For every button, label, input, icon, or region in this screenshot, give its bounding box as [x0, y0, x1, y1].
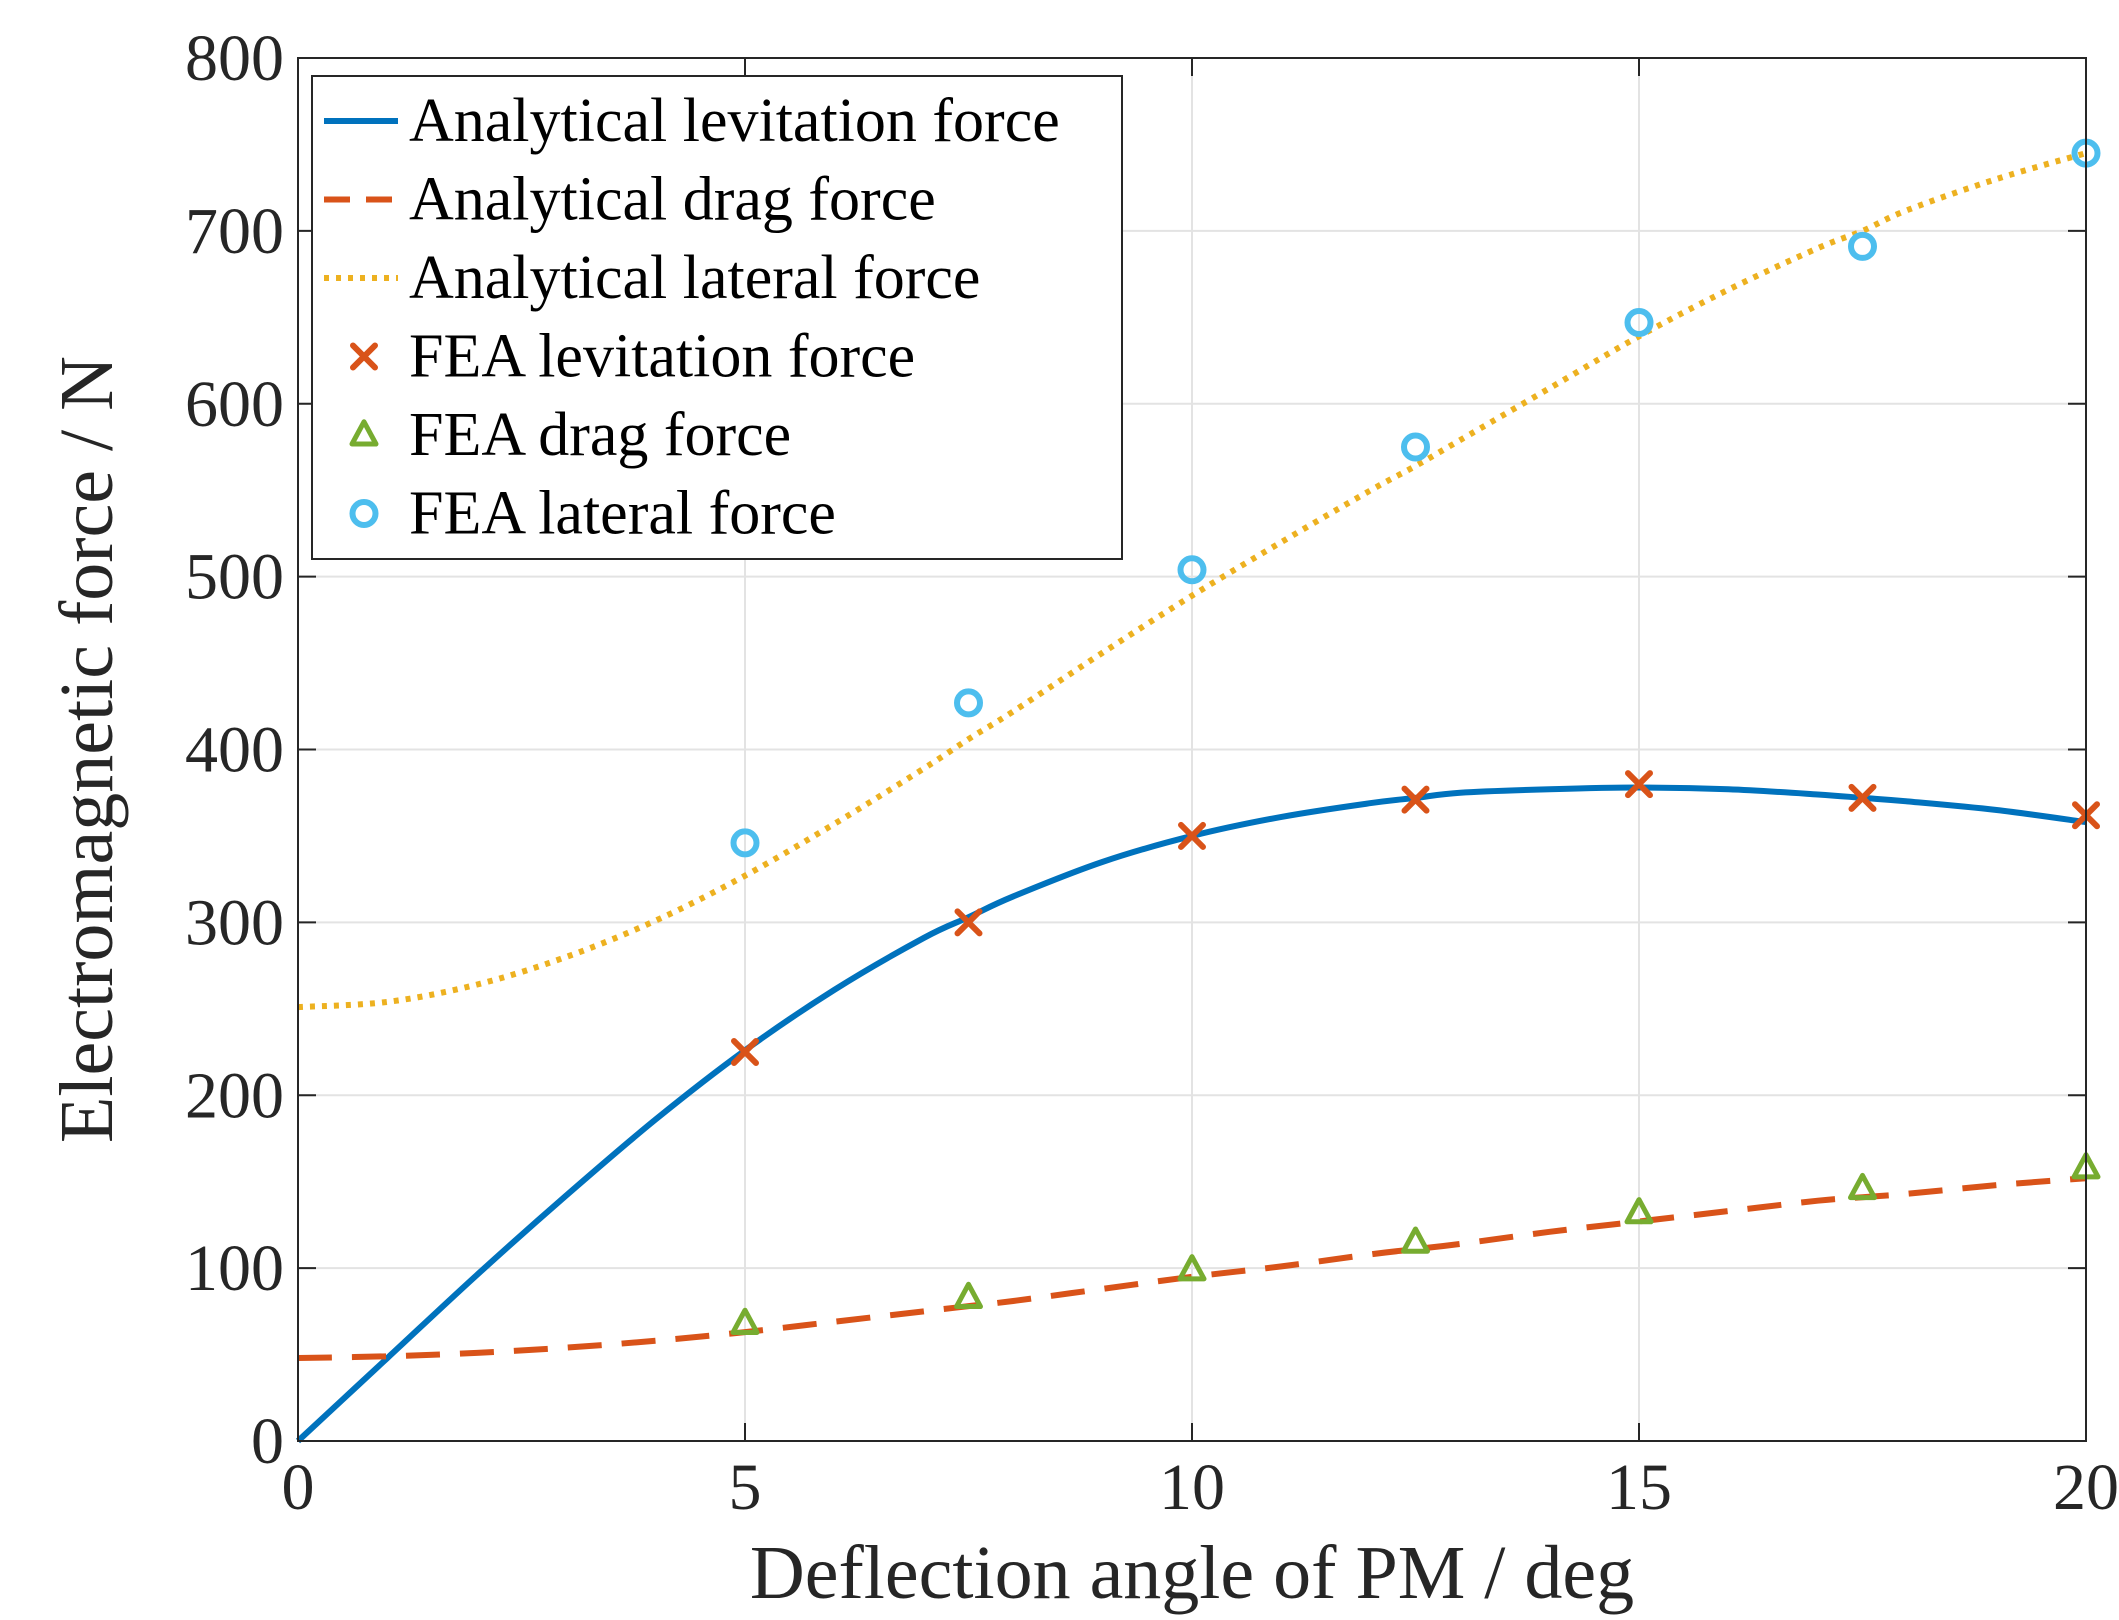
data-point	[1625, 770, 1653, 799]
y-tick-label: 100	[185, 1232, 284, 1305]
data-point	[731, 1038, 759, 1067]
legend-item: FEA levitation force	[350, 323, 915, 391]
data-point	[1401, 432, 1430, 462]
series-line	[297, 1175, 2087, 1362]
x-tick-labels: 0 5 10 15 20	[282, 1451, 2119, 1524]
data-point	[954, 908, 983, 937]
legend: Analytical levitation force Analytical dr…	[311, 75, 1123, 560]
y-tick-label: 0	[251, 1405, 284, 1478]
data-point	[1401, 785, 1430, 814]
legend-label: Analytical drag force	[409, 166, 936, 234]
series-1	[297, 1175, 2087, 1362]
series-4	[730, 1152, 2101, 1335]
data-point	[1401, 1226, 1430, 1254]
y-tick-labels: 0 100 200 300 400 500 600 700 800	[185, 22, 284, 1478]
data-point	[1624, 307, 1654, 337]
data-point	[1624, 1197, 1654, 1225]
x-axis-label: Deflection angle of PM / deg	[750, 1531, 1634, 1615]
grid	[298, 58, 2086, 1441]
data-point	[730, 1307, 760, 1335]
y-tick-label: 400	[185, 714, 284, 787]
data-point	[1848, 231, 1877, 261]
legend-label: Analytical levitation force	[409, 87, 1060, 155]
series-5	[730, 138, 2101, 858]
legend-marker	[349, 499, 379, 528]
legend-item: Analytical lateral force	[324, 244, 980, 312]
data-point	[730, 828, 760, 858]
y-tick-label: 300	[185, 886, 284, 959]
data-point	[1848, 1172, 1877, 1201]
y-tick-label: 500	[185, 541, 284, 614]
y-tick-label: 200	[185, 1059, 284, 1132]
legend-label: FEA lateral force	[409, 480, 836, 548]
data-point	[1177, 555, 1207, 585]
data-point	[954, 1281, 983, 1310]
x-tick-label: 5	[729, 1451, 762, 1524]
x-tick-label: 0	[282, 1451, 315, 1524]
legend-box	[311, 75, 1123, 560]
data-point	[1178, 821, 1206, 850]
legend-item: FEA drag force	[349, 401, 791, 469]
x-tick-label: 15	[1606, 1451, 1672, 1524]
legend-item: Analytical drag force	[324, 166, 936, 234]
data-point	[1848, 783, 1877, 812]
x-tick-label: 10	[1159, 1451, 1225, 1524]
series-layer	[295, 138, 2101, 1444]
legend-item: Analytical levitation force	[324, 87, 1060, 155]
x-tick-label: 20	[2053, 1451, 2119, 1524]
data-point	[1177, 1254, 1207, 1282]
legend-label: FEA drag force	[409, 401, 791, 469]
legend-label: Analytical lateral force	[409, 244, 980, 312]
y-axis-label: Electromagnetic force / N	[45, 356, 129, 1143]
legend-marker	[350, 342, 378, 371]
y-tick-label: 600	[185, 368, 284, 441]
legend-item: FEA lateral force	[349, 480, 836, 548]
y-tick-label: 700	[185, 195, 284, 268]
data-point	[954, 688, 983, 718]
y-tick-label: 800	[185, 22, 284, 95]
legend-marker	[349, 419, 379, 447]
legend-label: FEA levitation force	[409, 323, 915, 391]
